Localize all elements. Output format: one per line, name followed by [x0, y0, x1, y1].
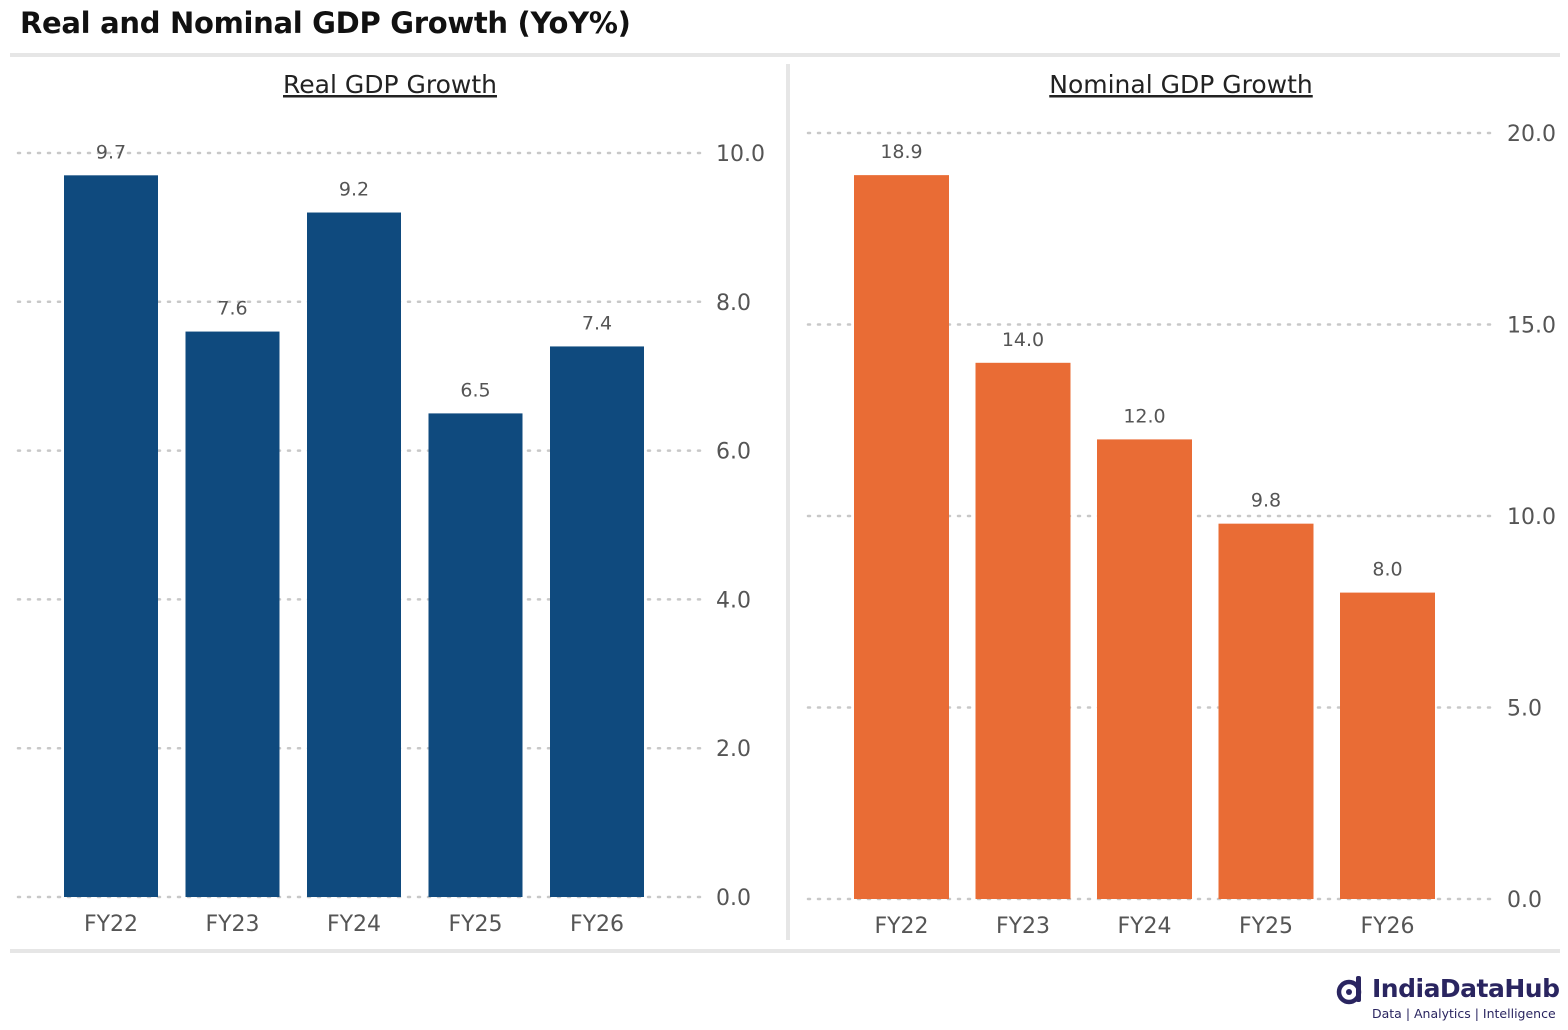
y-tick-label: 15.0: [1507, 314, 1556, 339]
y-tick-label: 4.0: [716, 588, 751, 613]
y-tick-label: 20.0: [1507, 122, 1556, 147]
x-tick-label: FY22: [874, 914, 928, 939]
y-tick-label: 0.0: [716, 886, 751, 911]
x-tick-label: FY22: [84, 912, 138, 937]
bar-fy24: [307, 212, 401, 897]
data-label: 7.4: [582, 312, 612, 334]
bar-fy24: [1097, 439, 1192, 899]
bar-fy22: [64, 175, 158, 897]
bar-fy25: [1218, 523, 1314, 899]
real-gdp-chart: Real GDP Growth 0.0 2.0 4.0 6.0 8.0 10.0 9.7 FY2…: [16, 70, 765, 937]
indiadatahub-logo: IndiaDataHub Data | Analytics | Intellig…: [1336, 970, 1561, 1026]
bar-fy25: [428, 413, 523, 897]
data-label: 12.0: [1123, 405, 1165, 427]
data-label: 9.2: [339, 179, 369, 201]
y-tick-label: 8.0: [716, 291, 751, 316]
top-divider: [10, 53, 1560, 57]
data-label: 18.9: [880, 141, 922, 163]
y-tick-label: 10.0: [716, 142, 765, 167]
bar-fy23: [975, 362, 1071, 899]
chart-title: Real GDP Growth: [283, 70, 497, 99]
x-tick-label: FY24: [1117, 914, 1171, 939]
y-tick-label: 6.0: [716, 440, 751, 465]
bar-fy23: [185, 331, 280, 897]
nominal-gdp-chart: Nominal GDP Growth 0.0 5.0 10.0 15.0 20.0 18.9…: [806, 70, 1556, 939]
bottom-divider: [10, 949, 1560, 953]
data-label: 14.0: [1002, 329, 1044, 351]
bar-fy26: [1340, 592, 1435, 899]
data-label: 9.8: [1251, 490, 1281, 512]
bar-fy22: [854, 175, 949, 899]
data-label: 7.6: [217, 298, 247, 320]
x-tick-label: FY23: [205, 912, 259, 937]
x-tick-label: FY23: [996, 914, 1050, 939]
chart-title: Nominal GDP Growth: [1049, 70, 1313, 99]
y-tick-label: 0.0: [1507, 888, 1542, 913]
bar-fy26: [550, 346, 644, 897]
data-label: 8.0: [1372, 559, 1402, 581]
x-tick-label: FY25: [448, 912, 502, 937]
page-title: Real and Nominal GDP Growth (YoY%): [20, 6, 631, 40]
data-label: 6.5: [460, 379, 490, 401]
logo-mark-icon: [1336, 976, 1362, 1005]
x-tick-label: FY24: [327, 912, 381, 937]
x-tick-label: FY26: [570, 912, 624, 937]
x-tick-label: FY25: [1239, 914, 1293, 939]
y-tick-label: 10.0: [1507, 505, 1556, 530]
y-tick-label: 2.0: [716, 737, 751, 762]
logo-name: IndiaDataHub: [1372, 974, 1560, 1003]
y-tick-label: 5.0: [1507, 697, 1542, 722]
logo-tagline: Data | Analytics | Intelligence: [1372, 1006, 1556, 1021]
data-label: 9.7: [96, 141, 126, 163]
panel-divider: [786, 64, 790, 940]
x-tick-label: FY26: [1360, 914, 1414, 939]
